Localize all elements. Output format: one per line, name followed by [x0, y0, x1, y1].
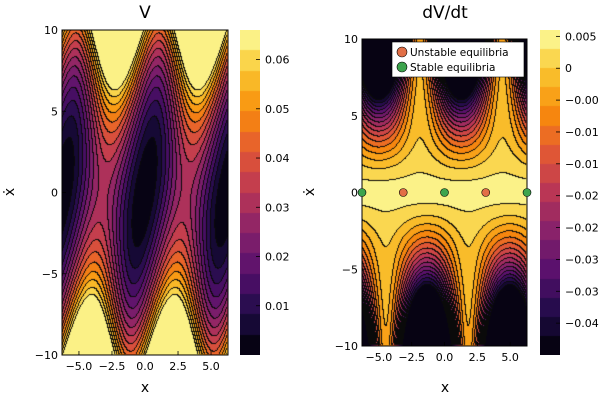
right-colorbar-tick-label: −0.00 [565, 94, 599, 107]
left-colorbar-tick-label: 0.03 [265, 201, 290, 214]
right-y-tick-label: 5 [351, 110, 358, 123]
left-y-axis: −10 −5 0 5 10 [35, 24, 66, 362]
legend-box [391, 41, 525, 78]
left-y-tick-label: −5 [42, 268, 58, 281]
right-colorbar-ticks: 0.005 0 −0.00 −0.01 −0.01 −0.02 −0.02 −0.03 −0.0… [556, 30, 599, 330]
left-title: V [139, 3, 151, 23]
right-y-label: ẋ [302, 188, 318, 196]
left-colorbar-tick-label: 0.06 [265, 54, 290, 67]
legend: Unstable equilibria Stable equilibria [391, 41, 525, 78]
right-colorbar [540, 30, 560, 355]
equilibrium-markers [357, 188, 532, 197]
right-y-tick-label: 0 [351, 187, 358, 200]
right-y-tick-label: 10 [344, 33, 358, 46]
left-y-tick-label: −10 [35, 349, 58, 362]
right-x-axis: −5.0 −2.5 0.0 2.5 5.0 [365, 342, 519, 364]
right-y-axis: −10 −5 0 5 10 [335, 33, 366, 353]
right-x-tick-label: 0.0 [436, 351, 454, 364]
left-x-tick-label: −5.0 [66, 360, 93, 373]
right-colorbar-tick-label: −0.02 [565, 222, 599, 235]
left-y-tick-label: 10 [44, 24, 58, 37]
left-x-tick-label: 5.0 [202, 360, 220, 373]
right-x-tick-label: 5.0 [501, 351, 519, 364]
left-x-tick-label: 0.0 [136, 360, 154, 373]
left-colorbar-ticks: 0.01 0.02 0.03 0.04 0.05 0.06 [256, 54, 290, 313]
right-x-tick-label: 2.5 [469, 351, 487, 364]
left-x-tick-label: 2.5 [169, 360, 187, 373]
right-x-label: x [441, 380, 449, 396]
right-colorbar-tick-label: −0.02 [565, 190, 599, 203]
left-x-axis: −5.0 −2.5 0.0 2.5 5.0 [66, 351, 220, 373]
stable-equilibrium-point [357, 188, 367, 197]
left-colorbar [240, 30, 260, 355]
unstable-equilibrium-point [481, 188, 491, 197]
right-colorbar-tick-label: −0.01 [565, 126, 599, 139]
stable-equilibrium-point [440, 188, 449, 197]
right-panel: dV/dt −5.0 −2.5 0.0 2.5 5.0 −10 −5 0 5 10 x ẋ Un… [302, 3, 599, 396]
left-colorbar-tick-label: 0.02 [265, 251, 290, 264]
right-x-tick-label: −2.5 [398, 351, 425, 364]
right-colorbar-tick-label: 0 [565, 62, 572, 75]
right-x-tick-label: −5.0 [365, 351, 392, 364]
legend-marker-stable [396, 61, 408, 73]
left-y-label: ẋ [2, 188, 18, 196]
right-colorbar-tick-label: −0.01 [565, 158, 599, 171]
left-colorbar-tick-label: 0.04 [265, 152, 290, 165]
left-x-tick-label: −2.5 [99, 360, 126, 373]
right-title: dV/dt [422, 3, 468, 23]
right-y-tick-label: −10 [335, 340, 358, 353]
unstable-equilibrium-point [398, 188, 408, 197]
left-x-label: x [141, 380, 149, 396]
legend-label-stable: Stable equilibria [410, 62, 495, 74]
left-contour-field [62, 30, 228, 355]
legend-marker-unstable [396, 46, 408, 58]
right-colorbar-tick-label: −0.04 [565, 317, 599, 330]
right-colorbar-tick-label: 0.005 [565, 30, 597, 43]
right-colorbar-tick-label: −0.03 [565, 253, 599, 266]
right-colorbar-tick-label: −0.03 [565, 285, 599, 298]
left-y-tick-label: 0 [51, 187, 58, 200]
left-colorbar-tick-label: 0.01 [265, 300, 290, 313]
stable-equilibrium-point [522, 188, 532, 197]
legend-label-unstable: Unstable equilibria [410, 47, 509, 59]
right-y-tick-label: −5 [342, 263, 358, 276]
left-y-tick-label: 5 [51, 105, 58, 118]
left-colorbar-tick-label: 0.05 [265, 103, 290, 116]
